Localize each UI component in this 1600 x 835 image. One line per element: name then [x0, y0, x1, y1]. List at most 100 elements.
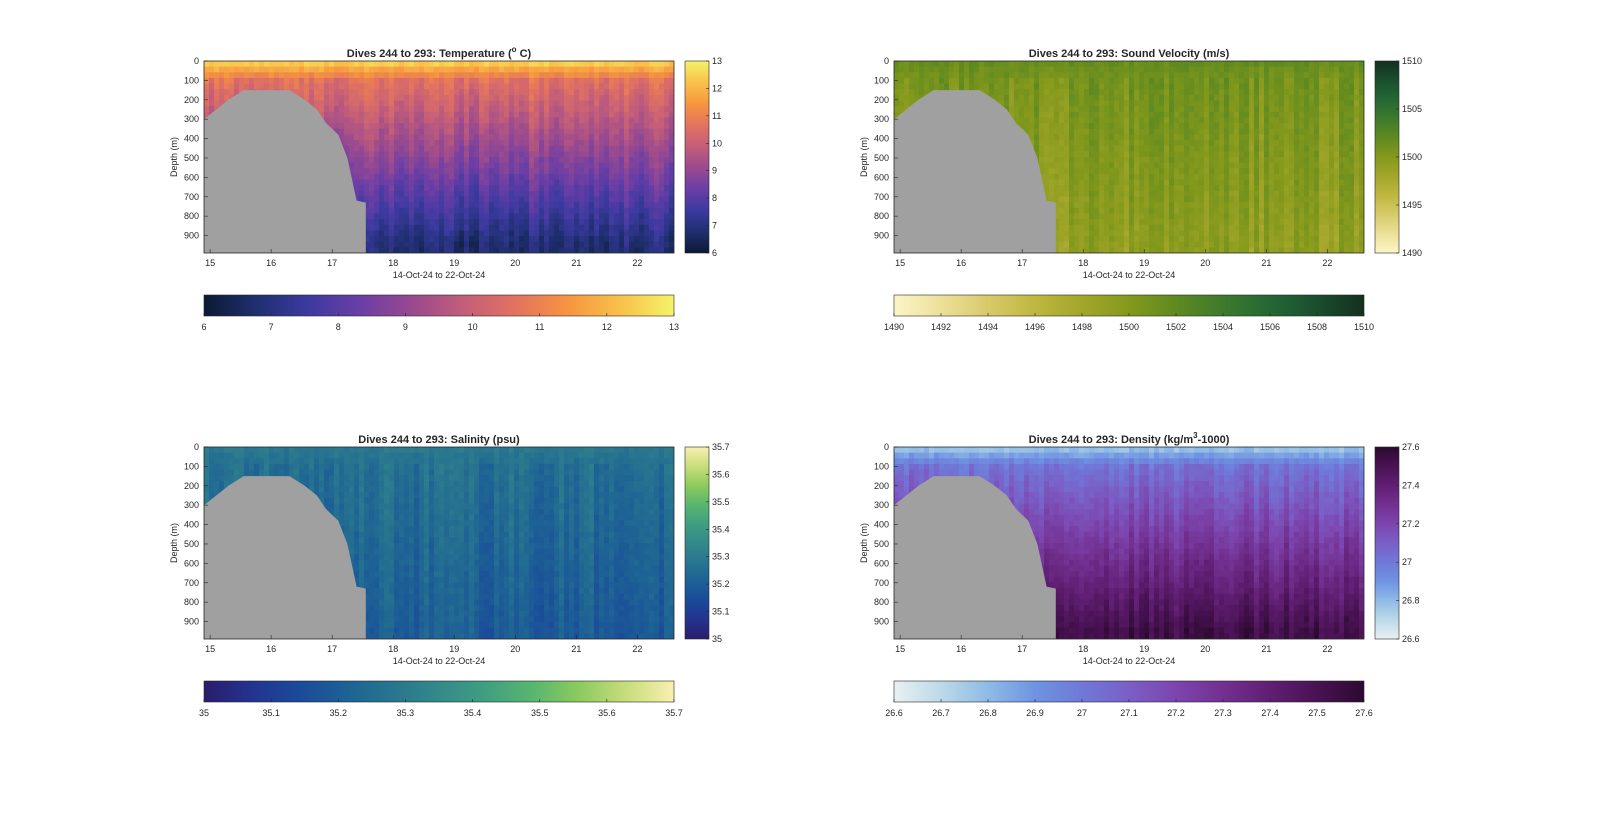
heatmap-cell: [379, 67, 385, 73]
heatmap-cell: [924, 72, 930, 78]
heatmap-cell: [394, 191, 400, 197]
heatmap-cell: [1119, 101, 1125, 107]
heatmap-cell: [624, 67, 630, 73]
heatmap-cell: [559, 106, 565, 112]
heatmap-cell: [1094, 185, 1100, 191]
heatmap-cell: [479, 151, 485, 157]
heatmap-cell: [1074, 213, 1080, 219]
heatmap-cell: [664, 61, 670, 67]
heatmap-cell: [589, 61, 595, 67]
heatmap-cell: [434, 180, 440, 186]
heatmap-cell: [409, 151, 415, 157]
heatmap-cell: [1079, 202, 1085, 208]
heatmap-cell: [519, 101, 525, 107]
heatmap-cell: [589, 95, 595, 101]
heatmap-cell: [1104, 106, 1110, 112]
heatmap-cell: [444, 112, 450, 118]
heatmap-cell: [524, 146, 530, 152]
heatmap-cell: [644, 191, 650, 197]
heatmap-cell: [549, 123, 555, 129]
heatmap-cell: [384, 61, 390, 67]
heatmap-cell: [629, 185, 635, 191]
heatmap-cell: [654, 117, 660, 123]
heatmap-cell: [384, 72, 390, 78]
heatmap-cell: [239, 61, 245, 67]
heatmap-cell: [569, 236, 575, 242]
heatmap-cell: [1109, 191, 1115, 197]
heatmap-cell: [609, 89, 615, 95]
heatmap-cell: [1104, 191, 1110, 197]
heatmap-cell: [519, 185, 525, 191]
heatmap-cell: [524, 197, 530, 203]
heatmap-cell: [1039, 84, 1045, 90]
heatmap-cell: [1064, 197, 1070, 203]
heatmap-cell: [1059, 84, 1065, 90]
heatmap-cell: [544, 84, 550, 90]
heatmap-cell: [404, 101, 410, 107]
heatmap-cell: [394, 168, 400, 174]
heatmap-cell: [569, 230, 575, 236]
heatmap-cell: [464, 101, 470, 107]
heatmap-cell: [569, 225, 575, 231]
heatmap-cell: [1129, 134, 1135, 140]
heatmap-cell: [939, 72, 945, 78]
heatmap-cell: [254, 84, 260, 90]
heatmap-cell: [549, 106, 555, 112]
heatmap-cell: [334, 123, 340, 129]
heatmap-cell: [454, 134, 460, 140]
heatmap-cell: [439, 89, 445, 95]
heatmap-cell: [534, 208, 540, 214]
heatmap-cell: [464, 174, 470, 180]
heatmap-cell: [1124, 151, 1130, 157]
heatmap-cell: [514, 67, 520, 73]
heatmap-cell: [429, 95, 435, 101]
heatmap-cell: [899, 61, 905, 67]
heatmap-cell: [494, 185, 500, 191]
heatmap-cell: [474, 163, 480, 169]
heatmap-cell: [634, 78, 640, 84]
heatmap-cell: [559, 185, 565, 191]
heatmap-cell: [344, 106, 350, 112]
heatmap-cell: [609, 95, 615, 101]
heatmap-cell: [559, 219, 565, 225]
heatmap-cell: [394, 219, 400, 225]
heatmap-cell: [479, 180, 485, 186]
heatmap-cell: [1124, 219, 1130, 225]
heatmap-cell: [329, 72, 335, 78]
heatmap-cell: [1094, 242, 1100, 248]
heatmap-cell: [454, 163, 460, 169]
heatmap-cell: [454, 129, 460, 135]
heatmap-cell: [569, 67, 575, 73]
heatmap-cell: [419, 134, 425, 140]
heatmap-cell: [1049, 168, 1055, 174]
heatmap-cell: [904, 67, 910, 73]
heatmap-cell: [354, 168, 360, 174]
heatmap-cell: [504, 95, 510, 101]
heatmap-cell: [424, 236, 430, 242]
heatmap-cell: [569, 117, 575, 123]
heatmap-cell: [559, 225, 565, 231]
heatmap-cell: [319, 84, 325, 90]
heatmap-cell: [424, 230, 430, 236]
heatmap-cell: [454, 146, 460, 152]
heatmap-cell: [469, 78, 475, 84]
heatmap-cell: [319, 78, 325, 84]
heatmap-cell: [1044, 78, 1050, 84]
heatmap-cell: [464, 140, 470, 146]
heatmap-cell: [494, 78, 500, 84]
heatmap-cell: [664, 191, 670, 197]
heatmap-cell: [509, 95, 515, 101]
heatmap-cell: [239, 67, 245, 73]
heatmap-cell: [1094, 236, 1100, 242]
heatmap-cell: [994, 84, 1000, 90]
heatmap-cell: [1064, 180, 1070, 186]
heatmap-cell: [539, 225, 545, 231]
heatmap-cell: [289, 84, 295, 90]
heatmap-cell: [469, 236, 475, 242]
heatmap-cell: [1109, 230, 1115, 236]
heatmap-cell: [464, 129, 470, 135]
heatmap-cell: [204, 101, 210, 107]
heatmap-cell: [644, 219, 650, 225]
heatmap-cell: [474, 197, 480, 203]
heatmap-cell: [1074, 112, 1080, 118]
